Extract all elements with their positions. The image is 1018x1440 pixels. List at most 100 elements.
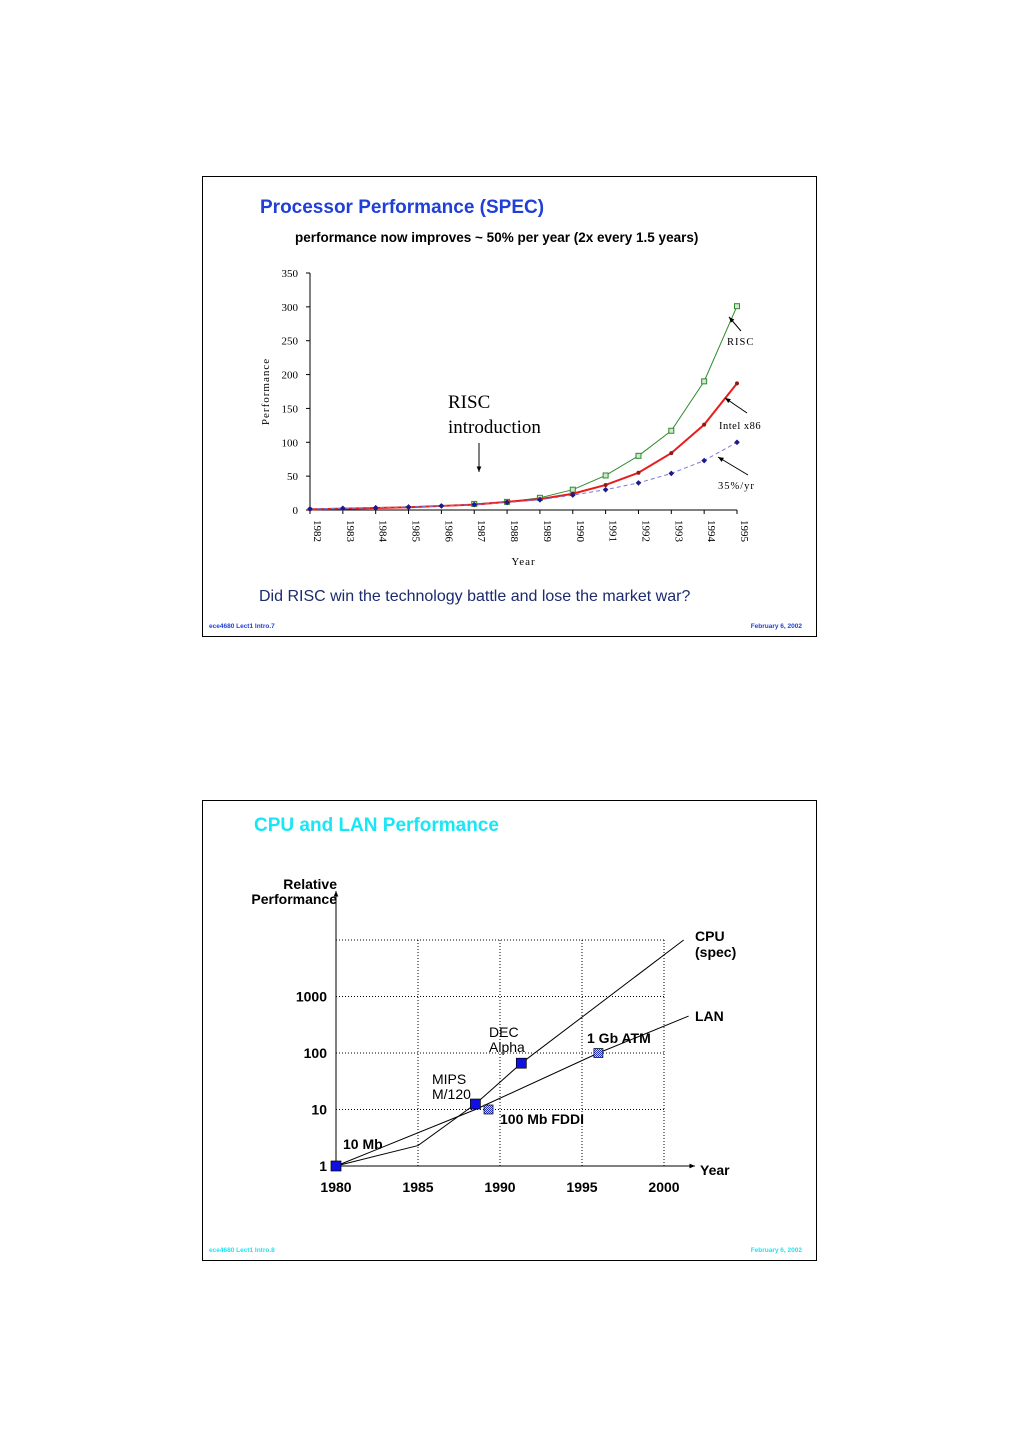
x-tick-label: 1992: [639, 520, 651, 542]
series-line-lan: [335, 1015, 689, 1167]
x-tick-label: 1990: [484, 1179, 515, 1195]
y-tick-label: 150: [282, 403, 299, 415]
risc-data-point: [569, 486, 576, 493]
y-tick-label: 100: [304, 1045, 328, 1061]
risc-introduction-annotation: RISC: [448, 392, 490, 413]
risc-data-point: [734, 303, 740, 310]
cpu-data-point: [515, 1057, 527, 1069]
y-tick-label: 0: [293, 505, 299, 517]
x-tick-label: 1986: [442, 520, 454, 543]
data-point-label: Alpha: [489, 1039, 525, 1055]
trend-arrow: [717, 456, 749, 476]
y-tick-label: 1000: [296, 989, 327, 1005]
footer-left: ece4680 Lect1 Intro.8: [209, 1247, 275, 1254]
risc-data-point: [701, 378, 708, 385]
trend-data-point: [602, 486, 609, 493]
risc-data-point: [668, 427, 675, 434]
trend-data-point: [635, 480, 642, 486]
intel-data-point: [669, 451, 674, 456]
series-line-1: [309, 382, 738, 511]
data-point-label: 1 Gb ATM: [587, 1030, 651, 1046]
data-point-label: M/120: [432, 1086, 471, 1102]
risc-data-point: [635, 452, 642, 459]
data-point-label: MIPS: [432, 1071, 466, 1087]
y-tick-label: 1: [319, 1158, 327, 1174]
lan-data-point: [593, 1048, 604, 1058]
x-tick-label: 1993: [672, 520, 684, 543]
x-tick-label: 1988: [508, 520, 520, 543]
x-axis-title: Year: [511, 556, 535, 568]
trend-data-point: [340, 505, 346, 512]
risc-data-point: [602, 472, 609, 479]
footer-right: February 6, 2002: [750, 1247, 802, 1254]
x-tick-label: 1995: [738, 520, 750, 543]
cpu-series-label: CPU: [695, 928, 725, 944]
lan-data-point: [483, 1104, 494, 1115]
trend-data-point: [405, 504, 412, 510]
risc-arrow-head: [729, 317, 735, 323]
trend-data-point: [734, 439, 740, 446]
trend-data-point: [372, 504, 379, 511]
y-tick-label: 100: [282, 437, 299, 449]
risc-introduction-annotation: introduction: [448, 417, 541, 438]
y-tick-label: 350: [282, 268, 299, 280]
x-tick-label: 1989: [541, 520, 553, 543]
y-tick-label: 10: [311, 1102, 327, 1118]
x-tick-label: 1991: [607, 520, 619, 542]
x-tick-label: 1985: [410, 520, 422, 543]
x-tick-label: 1985: [402, 1179, 433, 1195]
trend-series-label: 35%/yr: [718, 481, 755, 492]
risc-series-label: RISC: [727, 337, 754, 348]
intel-arrow-head: [725, 398, 731, 404]
x-tick-label: 1983: [344, 520, 356, 543]
x-tick-label: 1984: [377, 520, 389, 543]
footer-left: ece4680 Lect1 Intro.7: [209, 623, 275, 630]
trend-data-point: [537, 497, 543, 503]
lan-series-label: LAN: [695, 1008, 724, 1024]
x-tick-label: 1982: [311, 520, 323, 542]
x-tick-label: 1987: [475, 520, 487, 543]
intel-data-point: [636, 470, 641, 475]
data-point-label: 100 Mb FDDI: [500, 1111, 584, 1127]
down-arrow-head: [476, 466, 482, 472]
intel-data-point: [702, 422, 707, 427]
trend-data-point: [668, 470, 675, 477]
slide-processor-performance: Processor Performance (SPEC) performance…: [202, 176, 817, 637]
y-tick-label: 50: [287, 471, 299, 483]
trend-data-point: [438, 503, 445, 509]
y-axis-title: Relative: [283, 876, 337, 892]
y-axis-title: Performance: [260, 358, 272, 425]
x-tick-label: 1990: [574, 520, 586, 543]
slide-subtitle: performance now improves ~ 50% per year …: [295, 230, 699, 245]
y-tick-label: 300: [282, 302, 299, 314]
x-axis-title: Year: [700, 1162, 730, 1178]
y-tick-label: 200: [282, 370, 299, 382]
cpu-data-point: [470, 1098, 481, 1110]
data-point-label: DEC: [489, 1024, 519, 1040]
trend-data-point: [471, 501, 478, 508]
series-line-2: [309, 441, 738, 510]
data-point-label: 10 Mb: [343, 1136, 383, 1152]
intel-series-label: Intel x86: [719, 421, 761, 432]
trend-data-point: [307, 505, 313, 512]
y-tick-label: 250: [282, 336, 299, 348]
y-axis-head: [333, 891, 339, 897]
x-axis-head: [689, 1163, 695, 1169]
intel-data-point: [735, 381, 739, 386]
trend-data-point: [504, 499, 510, 506]
spec-performance-chart: 0 50 100 150 200 250 300 350 1982 1983 1984 1985 198…: [260, 268, 761, 568]
x-tick-label: 1995: [566, 1179, 597, 1195]
x-tick-label: 1994: [705, 520, 717, 543]
cpu-data-point: [330, 1160, 342, 1172]
cpu-series-label: (spec): [695, 944, 736, 960]
intel-data-point: [603, 482, 608, 487]
trend-data-point: [701, 457, 707, 464]
x-tick-label: 2000: [648, 1179, 679, 1195]
footer-right: February 6, 2002: [750, 623, 802, 630]
trend-arrow-head: [718, 457, 724, 462]
slide-title: Processor Performance (SPEC): [260, 197, 545, 218]
y-axis-title: Performance: [251, 891, 337, 907]
slide-cpu-lan-performance: CPU and LAN Performance Relative Performa…: [202, 800, 817, 1261]
x-tick-label: 1980: [320, 1179, 351, 1195]
